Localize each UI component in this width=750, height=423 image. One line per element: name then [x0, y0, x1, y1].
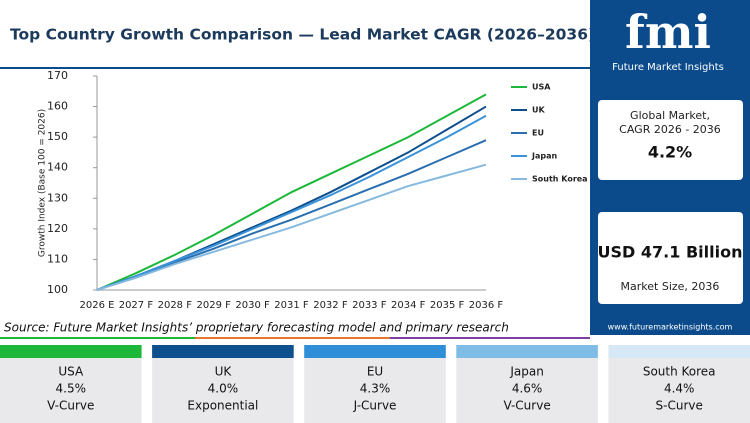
tagline: Future Market Insights — [612, 62, 724, 73]
card-curve: V-Curve — [47, 399, 94, 413]
legend-label: Japan — [531, 152, 558, 161]
y-axis-label: Growth Index (Base 100 = 2026) — [38, 109, 48, 257]
card-cagr: 4.0% — [208, 382, 239, 396]
card-cagr: 4.3% — [360, 382, 391, 396]
card — [608, 358, 750, 423]
series-line — [96, 163, 487, 291]
card-curve: V-Curve — [503, 399, 550, 413]
card-bar — [0, 345, 142, 358]
y-tick-label: 110 — [47, 252, 68, 265]
card-cagr: 4.6% — [512, 382, 543, 396]
legend-label: EU — [532, 129, 544, 138]
series-line — [96, 114, 487, 291]
stat-box — [598, 100, 743, 180]
card — [152, 358, 294, 423]
y-tick-label: 130 — [47, 191, 68, 204]
card-bar — [152, 345, 294, 358]
card-name: UK — [215, 365, 233, 379]
x-tick-label: 2031 F — [274, 300, 309, 311]
legend-label: USA — [532, 83, 551, 92]
card-curve: J-Curve — [353, 399, 397, 413]
stat-box — [598, 212, 743, 304]
card-curve: Exponential — [187, 399, 258, 413]
card-curve: S-Curve — [656, 399, 703, 413]
y-tick-label: 140 — [47, 161, 68, 174]
stat-label: Global Market, — [630, 109, 710, 122]
y-tick-label: 120 — [47, 222, 68, 235]
y-tick-label: 150 — [47, 130, 68, 143]
legend-label: UK — [532, 106, 545, 115]
logo: fmi — [625, 5, 711, 59]
y-tick-label: 160 — [47, 100, 68, 113]
stat-value: USD 47.1 Billion — [598, 243, 743, 262]
series-line — [96, 105, 487, 291]
stat-value: 4.2% — [648, 143, 692, 162]
card-name: Japan — [509, 365, 543, 379]
legend-label: South Korea — [532, 175, 588, 184]
x-tick-label: 2035 F — [430, 300, 465, 311]
x-tick-label: 2026 E — [80, 300, 115, 311]
x-tick-label: 2036 F — [469, 300, 504, 311]
card-bar — [608, 345, 750, 358]
x-tick-label: 2032 F — [313, 300, 348, 311]
series-line — [96, 93, 487, 291]
card-bar — [456, 345, 598, 358]
chart-title: Top Country Growth Comparison — Lead Mar… — [10, 26, 595, 44]
x-tick-label: 2028 F — [158, 300, 193, 311]
card-name: USA — [58, 365, 84, 379]
card — [304, 358, 446, 423]
url: www.futuremarketinsights.com — [608, 323, 733, 332]
card-bar — [304, 345, 446, 358]
y-tick-label: 170 — [47, 69, 68, 82]
x-tick-label: 2027 F — [119, 300, 154, 311]
card — [456, 358, 598, 423]
stat-label: CAGR 2026 - 2036 — [619, 123, 721, 136]
stat-label: Market Size, 2036 — [621, 280, 720, 293]
x-tick-label: 2034 F — [391, 300, 426, 311]
x-tick-label: 2030 F — [235, 300, 270, 311]
card-cagr: 4.4% — [664, 382, 695, 396]
source: Source: Future Market Insights’ propriet… — [4, 321, 509, 335]
card-name: South Korea — [643, 365, 716, 379]
x-tick-label: 2029 F — [197, 300, 232, 311]
card-name: EU — [367, 365, 383, 379]
x-tick-label: 2033 F — [352, 300, 387, 311]
card — [0, 358, 142, 423]
y-tick-label: 100 — [47, 283, 68, 296]
card-cagr: 4.5% — [56, 382, 87, 396]
